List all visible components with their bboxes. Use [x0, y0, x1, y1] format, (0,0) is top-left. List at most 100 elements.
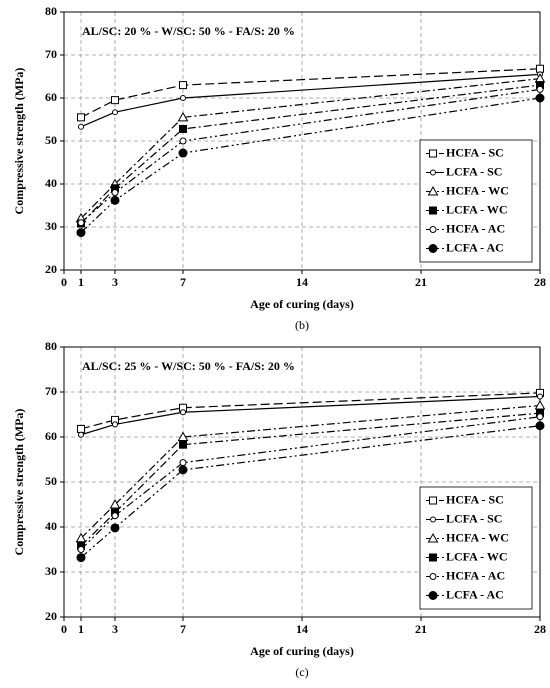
legend-marker — [430, 516, 436, 523]
legend-box — [419, 139, 533, 263]
y-tick-label: 40 — [45, 176, 57, 190]
marker — [77, 424, 85, 433]
y-tick-label: 20 — [45, 609, 57, 623]
marker — [109, 498, 121, 509]
series-line — [80, 425, 541, 559]
y-tick-label: 30 — [45, 219, 57, 233]
x-tick-label: 0 — [61, 275, 67, 289]
marker — [536, 85, 544, 93]
marker — [178, 148, 188, 158]
series-line — [80, 78, 541, 219]
marker — [177, 431, 189, 441]
legend-marker — [428, 591, 438, 600]
y-tick-label: 30 — [45, 564, 57, 578]
x-tick-label: 7 — [180, 622, 186, 636]
legend-marker — [429, 226, 437, 233]
legend-label: LCFA - SC — [446, 511, 502, 525]
marker — [178, 465, 188, 475]
annotation: AL/SC: 25 % - W/SC: 50 % - FA/S: 20 % — [82, 359, 295, 373]
x-tick-label: 28 — [534, 275, 546, 289]
y-tick-label: 60 — [45, 429, 57, 443]
legend-marker — [427, 532, 439, 543]
series-line — [80, 416, 541, 550]
legend-label: LCFA - WC — [446, 202, 508, 216]
series-line — [80, 392, 541, 430]
marker — [77, 546, 85, 553]
y-tick-label: 20 — [45, 262, 57, 276]
legend-label: LCFA - SC — [446, 164, 502, 178]
x-tick-label: 14 — [296, 622, 308, 636]
marker — [111, 512, 119, 520]
marker — [534, 73, 546, 83]
marker — [536, 64, 544, 73]
x-axis-label: Age of curing (days) — [250, 644, 354, 658]
marker — [110, 195, 120, 205]
marker — [75, 532, 87, 543]
series-line — [80, 68, 541, 118]
legend-label: LCFA - AC — [446, 240, 504, 254]
marker — [78, 431, 84, 438]
y-tick-label: 60 — [45, 90, 57, 104]
legend-label: HCFA - AC — [446, 568, 505, 582]
legend-label: HCFA - WC — [446, 530, 509, 544]
marker — [77, 113, 85, 122]
legend-label: LCFA - WC — [446, 549, 508, 563]
x-tick-label: 3 — [112, 622, 118, 636]
plot-frame — [63, 346, 541, 618]
caption: (c) — [295, 665, 308, 679]
y-tick-label: 50 — [45, 133, 57, 147]
marker — [111, 189, 119, 197]
x-tick-label: 0 — [61, 622, 67, 636]
marker — [78, 123, 84, 130]
legend-marker — [429, 573, 437, 580]
marker — [112, 421, 118, 428]
marker — [534, 399, 546, 410]
series-line — [80, 404, 541, 539]
legend-label: HCFA - WC — [446, 183, 509, 197]
marker — [77, 219, 85, 227]
plot-frame — [63, 11, 541, 271]
y-tick-label: 70 — [45, 47, 57, 61]
legend-marker — [427, 185, 439, 196]
legend-marker — [429, 149, 437, 158]
marker — [535, 93, 545, 103]
y-axis-label: Compressive strength (MPa) — [12, 409, 26, 556]
legend-marker — [429, 496, 437, 505]
x-tick-label: 3 — [112, 275, 118, 289]
y-tick-label: 80 — [45, 339, 57, 353]
legend-label: HCFA - AC — [446, 221, 505, 235]
marker — [111, 96, 119, 105]
legend-marker — [428, 244, 438, 253]
y-tick-label: 70 — [45, 384, 57, 398]
x-tick-label: 7 — [180, 275, 186, 289]
legend-label: HCFA - SC — [446, 492, 504, 506]
x-tick-label: 1 — [78, 275, 84, 289]
legend-box — [419, 486, 533, 610]
caption: (b) — [295, 318, 309, 332]
marker — [179, 459, 187, 467]
x-tick-label: 21 — [415, 622, 427, 636]
legend-marker — [429, 553, 437, 562]
y-tick-label: 50 — [45, 474, 57, 488]
marker — [179, 137, 187, 145]
marker — [110, 523, 120, 533]
marker — [535, 421, 545, 431]
marker — [180, 95, 186, 101]
x-tick-label: 28 — [534, 622, 546, 636]
series-line — [80, 73, 541, 128]
marker — [76, 553, 86, 563]
legend-label: LCFA - AC — [446, 587, 504, 601]
legend-marker — [429, 206, 437, 215]
x-tick-label: 1 — [78, 622, 84, 636]
x-axis-label: Age of curing (days) — [250, 297, 354, 311]
marker — [537, 393, 543, 400]
marker — [76, 228, 86, 238]
series-line — [80, 97, 541, 234]
marker — [179, 81, 187, 90]
marker — [112, 109, 118, 116]
marker — [180, 409, 186, 416]
marker — [536, 413, 544, 421]
y-tick-label: 40 — [45, 519, 57, 533]
marker — [179, 440, 187, 449]
series-line — [80, 412, 541, 547]
